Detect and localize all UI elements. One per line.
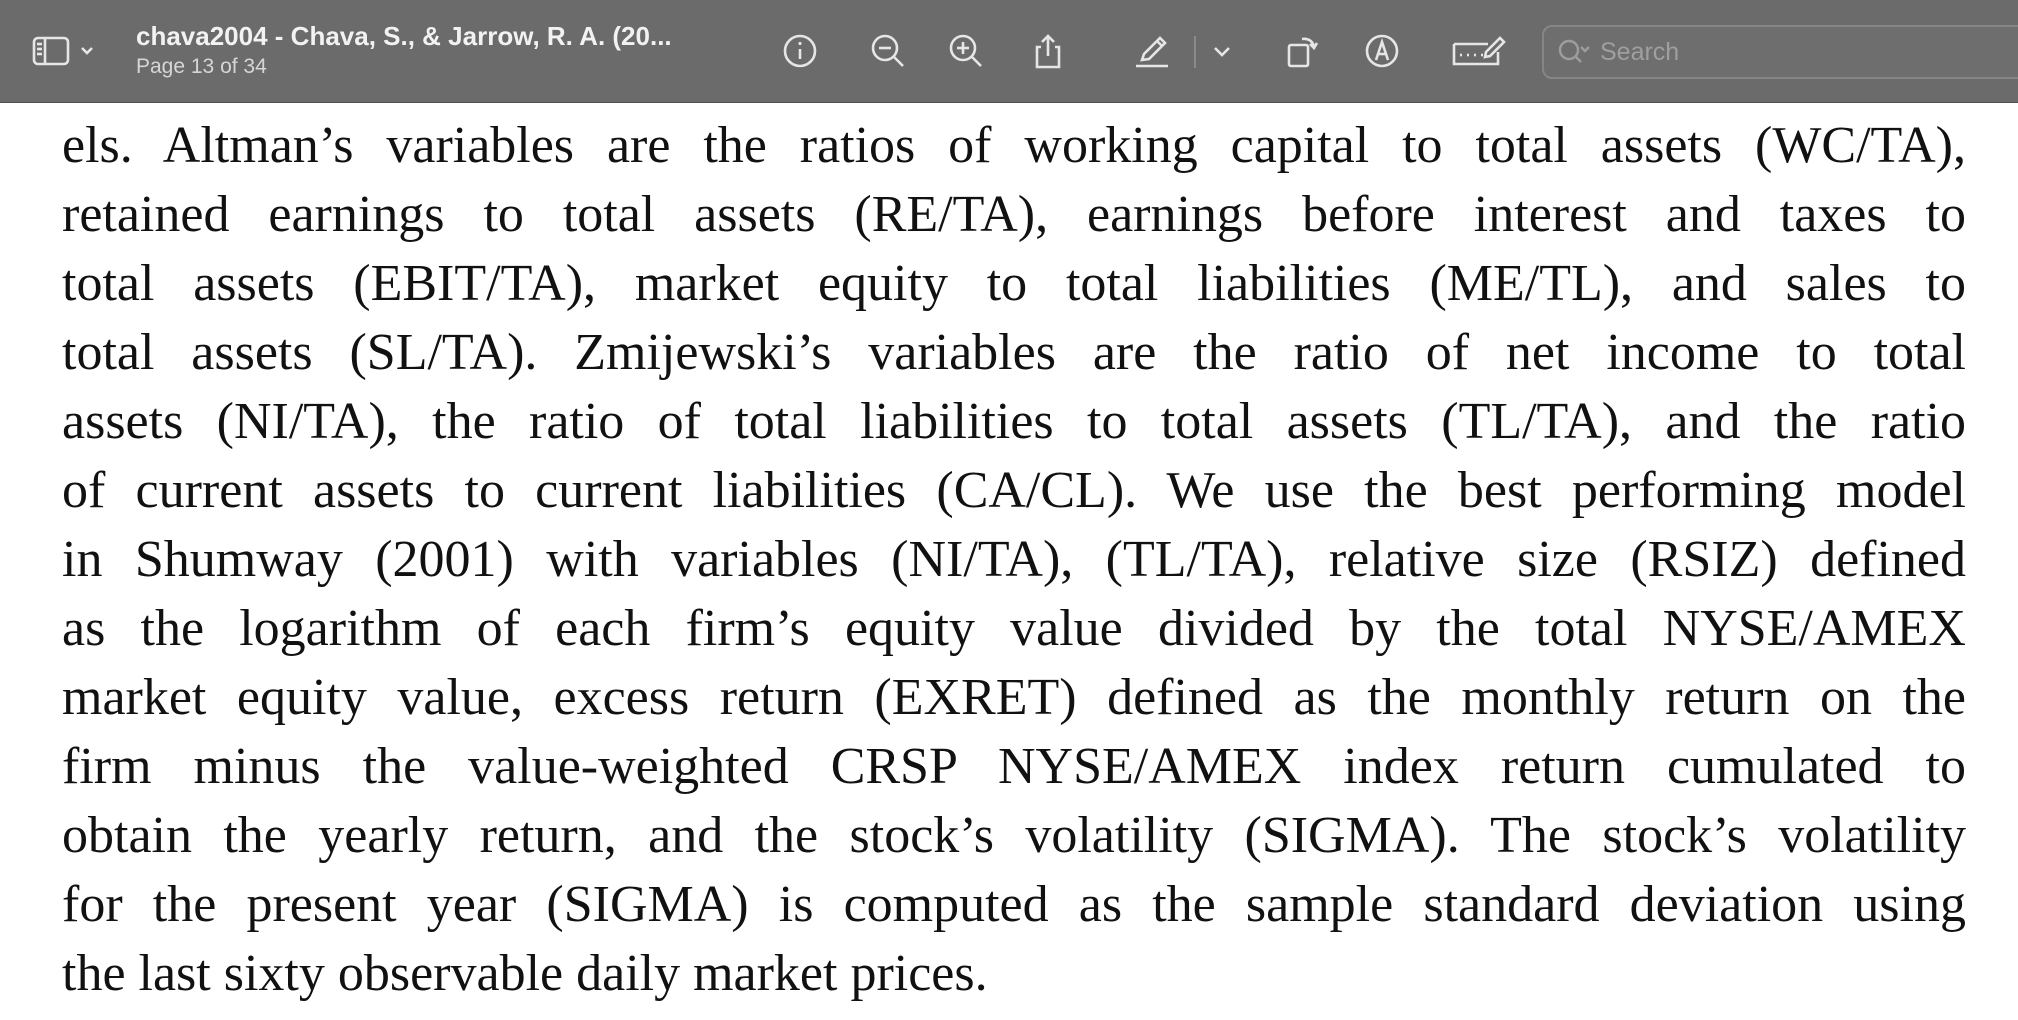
rotate-icon[interactable] bbox=[1280, 28, 1324, 74]
paragraph-line: as the logarithm of each firm’s equity v… bbox=[62, 600, 1966, 657]
sidebar-toggle-icon[interactable] bbox=[30, 28, 104, 74]
paragraph-line: retained earnings to total assets (RE/TA… bbox=[62, 186, 1966, 243]
paragraph-line: in Shumway (2001) with variables (NI/TA)… bbox=[62, 531, 1966, 588]
toolbar: chava2004 - Chava, S., & Jarrow, R. A. (… bbox=[0, 0, 2018, 103]
paragraph-line: of current assets to current liabilities… bbox=[62, 462, 1966, 519]
zoom-out-icon[interactable] bbox=[866, 28, 910, 74]
chevron-down-icon[interactable] bbox=[1204, 28, 1240, 74]
paragraph-line: els. Altman’s variables are the ratios o… bbox=[62, 117, 1966, 174]
info-icon[interactable] bbox=[778, 28, 822, 74]
toolbar-separator bbox=[1194, 36, 1196, 68]
zoom-in-icon[interactable] bbox=[944, 28, 988, 74]
search-input[interactable] bbox=[1600, 37, 1980, 67]
paragraph-line: total assets (EBIT/TA), market equity to… bbox=[62, 255, 1966, 312]
share-icon[interactable] bbox=[1026, 28, 1070, 74]
paragraph-line: firm minus the value-weighted CRSP NYSE/… bbox=[62, 738, 1966, 795]
form-fill-icon[interactable] bbox=[1448, 28, 1508, 74]
document-paragraph: els. Altman’s variables are the ratios o… bbox=[62, 111, 1966, 1008]
paragraph-line: total assets (SL/TA). Zmijewski’s variab… bbox=[62, 324, 1966, 381]
search-icon bbox=[1554, 35, 1594, 69]
paragraph-line: for the present year (SIGMA) is computed… bbox=[62, 876, 1966, 933]
paragraph-line: market equity value, excess return (EXRE… bbox=[62, 669, 1966, 726]
pdf-page-view: els. Altman’s variables are the ratios o… bbox=[0, 103, 2018, 1020]
page-indicator: Page 13 of 34 bbox=[136, 55, 267, 78]
document-title: chava2004 - Chava, S., & Jarrow, R. A. (… bbox=[136, 21, 672, 51]
markup-pen-icon[interactable] bbox=[1130, 28, 1174, 74]
document-title-block: chava2004 - Chava, S., & Jarrow, R. A. (… bbox=[136, 20, 736, 80]
paragraph-line: obtain the yearly return, and the stock’… bbox=[62, 807, 1966, 864]
paragraph-line: the last sixty observable daily market p… bbox=[62, 945, 988, 1002]
highlight-circle-icon[interactable] bbox=[1360, 28, 1404, 74]
paragraph-line: assets (NI/TA), the ratio of total liabi… bbox=[62, 393, 1966, 450]
search-field[interactable] bbox=[1542, 25, 2018, 79]
